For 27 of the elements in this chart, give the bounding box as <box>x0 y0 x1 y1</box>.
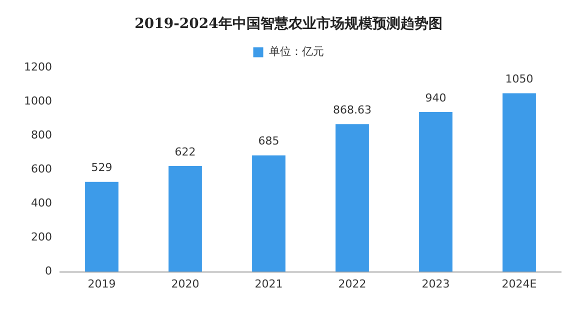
bar <box>85 182 118 272</box>
bar <box>252 155 286 272</box>
bar <box>502 93 536 272</box>
x-tick-label: 2024E <box>502 277 537 290</box>
data-label: 1050 <box>505 72 534 86</box>
data-label: 529 <box>91 161 112 174</box>
x-tick-label: 2021 <box>254 277 283 290</box>
y-tick-label: 400 <box>30 196 52 210</box>
data-label: 622 <box>174 145 196 158</box>
data-label: 868.63 <box>333 103 372 116</box>
bar <box>419 112 452 272</box>
data-label: 940 <box>425 91 446 104</box>
y-tick-label: 0 <box>44 264 52 278</box>
x-tick-label: 2019 <box>88 277 116 290</box>
y-tick-label: 1200 <box>24 60 52 74</box>
bar <box>336 124 369 272</box>
x-tick-label: 2023 <box>422 277 450 290</box>
y-tick-label: 200 <box>30 230 52 244</box>
chart-title: 2019-2024年中国智慧农业市场规模预测趋势图 <box>134 15 442 32</box>
y-tick-label: 600 <box>30 162 52 176</box>
y-tick-label: 800 <box>30 128 52 142</box>
y-tick-label: 1000 <box>24 94 52 108</box>
x-tick-label: 2020 <box>171 277 200 290</box>
legend-label: 单位：亿元 <box>268 45 324 58</box>
x-tick-label: 2022 <box>338 277 366 290</box>
bar <box>168 166 202 272</box>
data-label: 685 <box>258 134 280 148</box>
